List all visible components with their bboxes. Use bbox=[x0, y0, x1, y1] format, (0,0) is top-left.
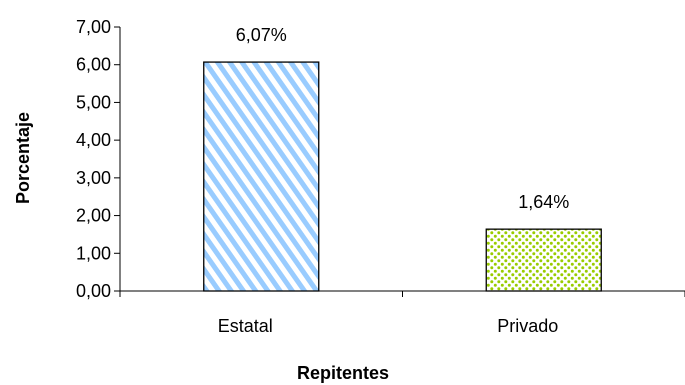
y-tick-label: 4,00 bbox=[76, 130, 111, 150]
y-tick-label: 6,00 bbox=[76, 55, 111, 75]
data-label: 1,64% bbox=[518, 192, 569, 212]
y-tick-label: 2,00 bbox=[76, 206, 111, 226]
y-tick-label: 1,00 bbox=[76, 243, 111, 263]
y-axis-title: Porcentaje bbox=[13, 112, 33, 204]
x-axis-ticks: Estatal Privado bbox=[119, 291, 685, 336]
data-label: 6,07% bbox=[236, 25, 287, 45]
y-tick-label: 3,00 bbox=[76, 168, 111, 188]
category-label: Estatal bbox=[218, 316, 273, 336]
y-axis-ticks: 0,00 1,00 2,00 3,00 4,00 5,00 6,00 7,00 bbox=[76, 17, 120, 301]
bars: 6,07% 1,64% bbox=[203, 25, 602, 292]
y-tick-label: 0,00 bbox=[76, 281, 111, 301]
bar-estatal bbox=[203, 61, 320, 292]
x-axis-title: Repitentes bbox=[297, 363, 389, 383]
category-label: Privado bbox=[497, 316, 558, 336]
bar-privado bbox=[485, 228, 602, 292]
y-tick-label: 7,00 bbox=[76, 17, 111, 37]
y-tick-label: 5,00 bbox=[76, 92, 111, 112]
